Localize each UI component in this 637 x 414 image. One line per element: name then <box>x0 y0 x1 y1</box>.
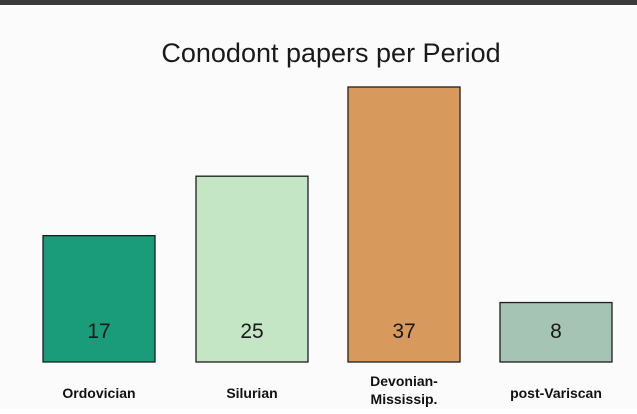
category-label-2-line-0: Devonian- <box>370 373 438 389</box>
value-label-1: 25 <box>240 320 263 343</box>
category-labels-group: Ordovician Silurian Devonian- Mississip. pos… <box>62 373 601 407</box>
value-labels-group: 17 25 37 8 <box>87 320 562 343</box>
category-label-3: post-Variscan <box>510 385 602 401</box>
bar-1 <box>195 175 309 363</box>
value-label-2: 37 <box>392 320 415 343</box>
bar-chart: Conodont papers per Period 17 25 37 8 Ordov… <box>42 38 613 407</box>
category-label-1: Silurian <box>226 385 277 401</box>
bar-0 <box>42 234 156 363</box>
value-label-3: 8 <box>550 320 562 343</box>
category-label-0: Ordovician <box>62 385 135 401</box>
category-label-2-line-1: Mississip. <box>371 391 438 407</box>
value-label-0: 17 <box>87 320 110 343</box>
bar-3 <box>499 301 613 363</box>
bar-2 <box>347 86 461 363</box>
bars-group <box>42 86 613 363</box>
chart-title: Conodont papers per Period <box>161 38 500 68</box>
